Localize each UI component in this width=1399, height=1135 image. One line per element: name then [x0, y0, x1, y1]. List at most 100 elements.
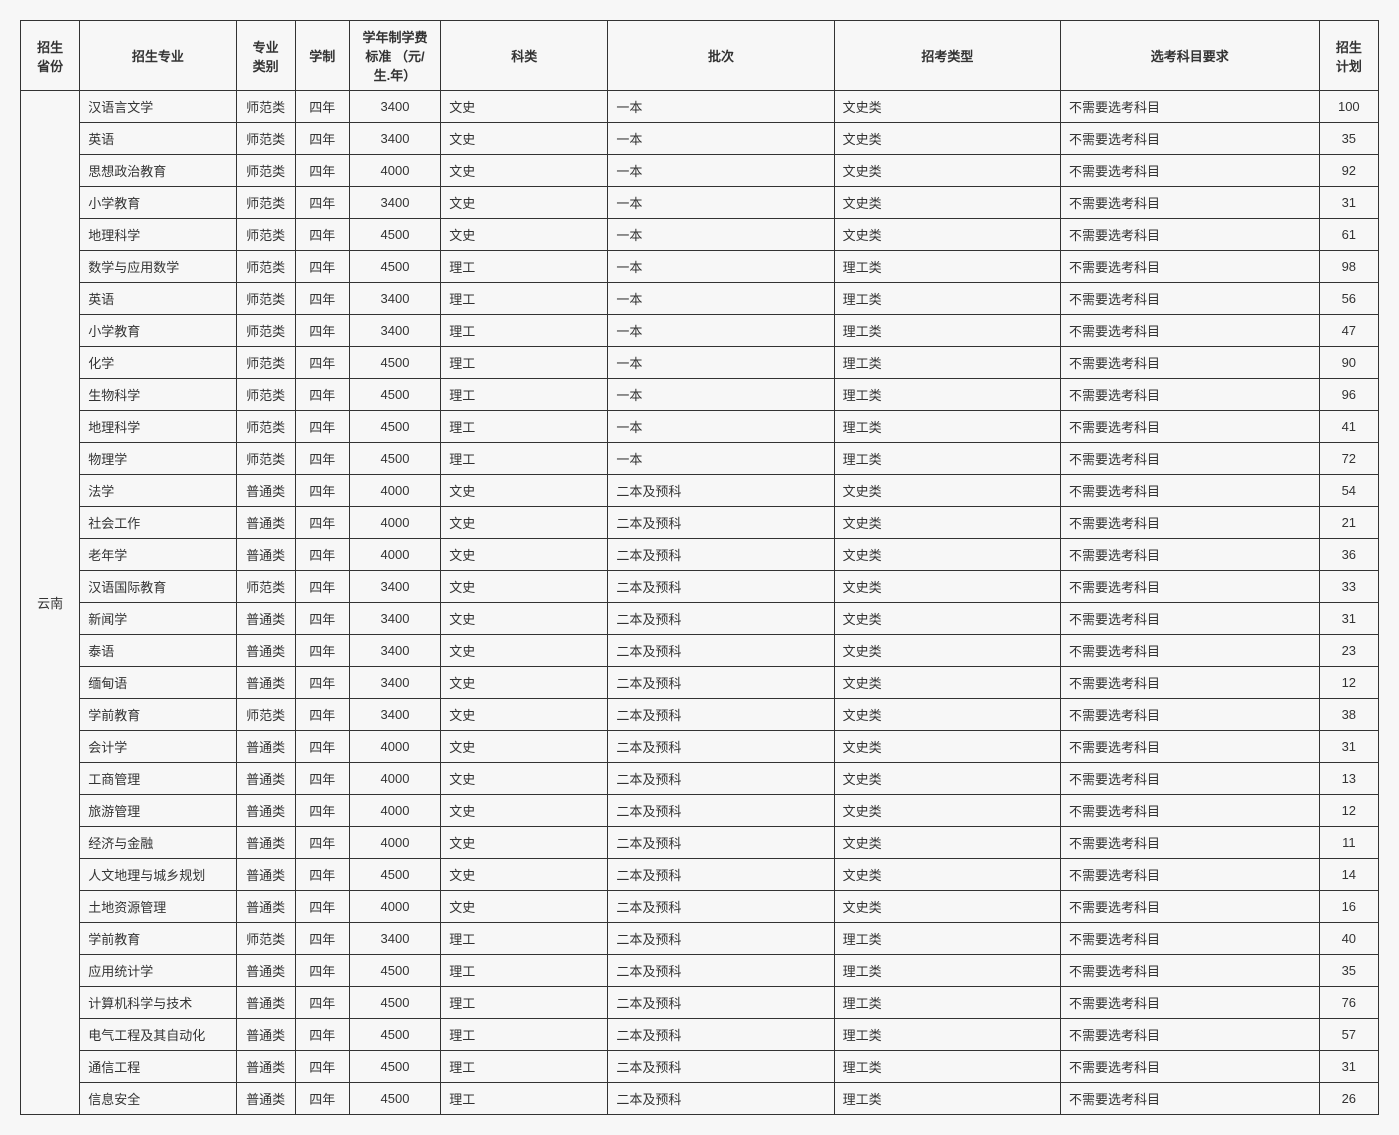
fee-cell: 4000	[349, 731, 441, 763]
subject-cell: 文史	[441, 667, 608, 699]
fee-cell: 4500	[349, 251, 441, 283]
subject-cell: 文史	[441, 827, 608, 859]
major-cell: 地理科学	[80, 219, 236, 251]
table-row: 英语师范类四年3400文史一本文史类不需要选考科目35	[21, 123, 1379, 155]
exam-cell: 不需要选考科目	[1060, 1083, 1319, 1115]
plan-cell: 21	[1319, 507, 1378, 539]
plan-cell: 31	[1319, 603, 1378, 635]
table-row: 学前教育师范类四年3400文史二本及预科文史类不需要选考科目38	[21, 699, 1379, 731]
admtype-cell: 理工类	[834, 1083, 1060, 1115]
fee-cell: 3400	[349, 635, 441, 667]
fee-cell: 4500	[349, 379, 441, 411]
plan-cell: 31	[1319, 187, 1378, 219]
batch-cell: 二本及预科	[608, 539, 834, 571]
table-row: 英语师范类四年3400理工一本理工类不需要选考科目56	[21, 283, 1379, 315]
table-row: 新闻学普通类四年3400文史二本及预科文史类不需要选考科目31	[21, 603, 1379, 635]
major-cell: 小学教育	[80, 187, 236, 219]
admtype-cell: 文史类	[834, 91, 1060, 123]
col-header-plan: 招生 计划	[1319, 21, 1378, 91]
batch-cell: 二本及预科	[608, 731, 834, 763]
batch-cell: 一本	[608, 219, 834, 251]
fee-cell: 4500	[349, 859, 441, 891]
fee-cell: 3400	[349, 123, 441, 155]
batch-cell: 二本及预科	[608, 699, 834, 731]
category-cell: 师范类	[236, 187, 295, 219]
plan-cell: 12	[1319, 795, 1378, 827]
table-body: 云南汉语言文学师范类四年3400文史一本文史类不需要选考科目100英语师范类四年…	[21, 91, 1379, 1115]
exam-cell: 不需要选考科目	[1060, 379, 1319, 411]
subject-cell: 理工	[441, 283, 608, 315]
col-header-category: 专业 类别	[236, 21, 295, 91]
major-cell: 工商管理	[80, 763, 236, 795]
province-cell: 云南	[21, 91, 80, 1115]
category-cell: 师范类	[236, 379, 295, 411]
admtype-cell: 理工类	[834, 1019, 1060, 1051]
batch-cell: 二本及预科	[608, 859, 834, 891]
major-cell: 旅游管理	[80, 795, 236, 827]
subject-cell: 文史	[441, 699, 608, 731]
batch-cell: 一本	[608, 123, 834, 155]
fee-cell: 3400	[349, 187, 441, 219]
subject-cell: 文史	[441, 123, 608, 155]
table-row: 经济与金融普通类四年4000文史二本及预科文史类不需要选考科目11	[21, 827, 1379, 859]
category-cell: 普通类	[236, 603, 295, 635]
subject-cell: 文史	[441, 219, 608, 251]
subject-cell: 文史	[441, 731, 608, 763]
plan-cell: 31	[1319, 1051, 1378, 1083]
plan-cell: 100	[1319, 91, 1378, 123]
major-cell: 化学	[80, 347, 236, 379]
batch-cell: 二本及预科	[608, 667, 834, 699]
duration-cell: 四年	[295, 603, 349, 635]
col-header-admtype: 招考类型	[834, 21, 1060, 91]
major-cell: 应用统计学	[80, 955, 236, 987]
major-cell: 汉语国际教育	[80, 571, 236, 603]
fee-cell: 4000	[349, 539, 441, 571]
batch-cell: 一本	[608, 443, 834, 475]
plan-cell: 72	[1319, 443, 1378, 475]
col-header-batch: 批次	[608, 21, 834, 91]
fee-cell: 4500	[349, 1083, 441, 1115]
col-header-major: 招生专业	[80, 21, 236, 91]
exam-cell: 不需要选考科目	[1060, 475, 1319, 507]
subject-cell: 文史	[441, 763, 608, 795]
subject-cell: 理工	[441, 1019, 608, 1051]
category-cell: 普通类	[236, 987, 295, 1019]
duration-cell: 四年	[295, 923, 349, 955]
major-cell: 会计学	[80, 731, 236, 763]
fee-cell: 4000	[349, 507, 441, 539]
admtype-cell: 理工类	[834, 315, 1060, 347]
admtype-cell: 理工类	[834, 955, 1060, 987]
major-cell: 地理科学	[80, 411, 236, 443]
table-row: 小学教育师范类四年3400理工一本理工类不需要选考科目47	[21, 315, 1379, 347]
duration-cell: 四年	[295, 795, 349, 827]
admtype-cell: 文史类	[834, 571, 1060, 603]
duration-cell: 四年	[295, 987, 349, 1019]
category-cell: 普通类	[236, 731, 295, 763]
subject-cell: 文史	[441, 155, 608, 187]
major-cell: 泰语	[80, 635, 236, 667]
exam-cell: 不需要选考科目	[1060, 347, 1319, 379]
table-row: 学前教育师范类四年3400理工二本及预科理工类不需要选考科目40	[21, 923, 1379, 955]
batch-cell: 二本及预科	[608, 1051, 834, 1083]
col-header-exam: 选考科目要求	[1060, 21, 1319, 91]
plan-cell: 98	[1319, 251, 1378, 283]
plan-cell: 90	[1319, 347, 1378, 379]
major-cell: 土地资源管理	[80, 891, 236, 923]
table-row: 数学与应用数学师范类四年4500理工一本理工类不需要选考科目98	[21, 251, 1379, 283]
category-cell: 师范类	[236, 699, 295, 731]
batch-cell: 二本及预科	[608, 571, 834, 603]
batch-cell: 二本及预科	[608, 603, 834, 635]
batch-cell: 二本及预科	[608, 955, 834, 987]
plan-cell: 13	[1319, 763, 1378, 795]
plan-cell: 54	[1319, 475, 1378, 507]
admtype-cell: 文史类	[834, 123, 1060, 155]
admtype-cell: 文史类	[834, 507, 1060, 539]
category-cell: 普通类	[236, 955, 295, 987]
duration-cell: 四年	[295, 507, 349, 539]
table-row: 电气工程及其自动化普通类四年4500理工二本及预科理工类不需要选考科目57	[21, 1019, 1379, 1051]
admtype-cell: 理工类	[834, 1051, 1060, 1083]
exam-cell: 不需要选考科目	[1060, 123, 1319, 155]
subject-cell: 理工	[441, 347, 608, 379]
admtype-cell: 理工类	[834, 987, 1060, 1019]
exam-cell: 不需要选考科目	[1060, 1051, 1319, 1083]
